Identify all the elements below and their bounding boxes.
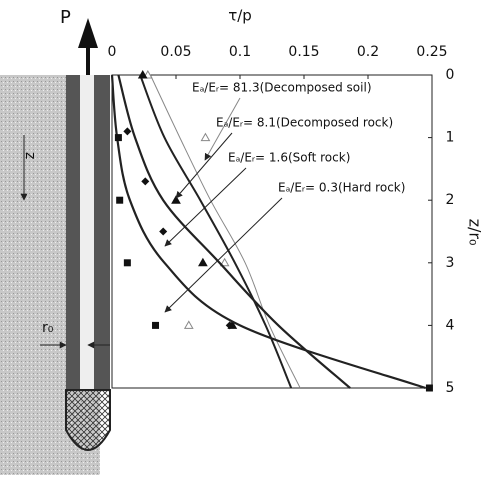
marker	[137, 69, 148, 79]
marker	[198, 257, 208, 267]
marker	[114, 134, 122, 142]
depth-label: z	[22, 152, 38, 159]
marker	[159, 227, 168, 236]
curve	[117, 74, 351, 389]
y-tick-label: 0	[446, 67, 455, 83]
legend-label: Eₐ/Eᵣ= 81.3(Decomposed soil)	[192, 81, 372, 95]
marker	[123, 127, 132, 136]
y-axis-label: z/r₀	[466, 219, 485, 246]
marker	[123, 259, 131, 267]
pile-core	[80, 75, 94, 390]
legend-label: Eₐ/Eᵣ= 8.1(Decomposed rock)	[216, 116, 393, 130]
load-label: P	[60, 7, 71, 28]
pile-tip	[65, 389, 111, 451]
y-tick-label: 1	[446, 130, 455, 146]
y-tick-label: 4	[446, 317, 455, 333]
x-tick-label: 0.05	[160, 44, 191, 60]
marker	[171, 195, 181, 204]
x-tick-label: 0.1	[229, 44, 251, 60]
x-tick-label: 0.2	[357, 44, 379, 60]
y-tick-label: 3	[446, 255, 455, 271]
y-tick-label: 2	[446, 192, 455, 208]
plot-frame	[111, 74, 433, 389]
marker	[141, 177, 150, 186]
marker	[183, 320, 194, 329]
legend-label: Eₐ/Eᵣ= 1.6(Soft rock)	[228, 151, 350, 165]
legend-label: Eₐ/Eᵣ= 0.3(Hard rock)	[278, 181, 405, 195]
marker	[219, 257, 230, 267]
leader-line	[164, 197, 283, 313]
radius-label: r₀	[42, 320, 54, 336]
curve	[149, 74, 301, 389]
marker	[425, 384, 433, 392]
x-tick-label: 0	[108, 44, 117, 60]
marker	[116, 196, 124, 204]
load-arrow	[78, 18, 98, 48]
marker	[225, 321, 234, 330]
curve	[139, 74, 293, 389]
leader-line	[204, 97, 241, 161]
y-tick-label: 5	[446, 380, 455, 396]
marker	[200, 132, 211, 142]
leader-line	[175, 132, 233, 199]
marker	[152, 321, 160, 329]
x-tick-label: 0.25	[416, 44, 447, 60]
leader-line	[164, 167, 247, 247]
x-tick-label: 0.15	[288, 44, 319, 60]
x-axis-label: τ/p	[228, 7, 252, 25]
